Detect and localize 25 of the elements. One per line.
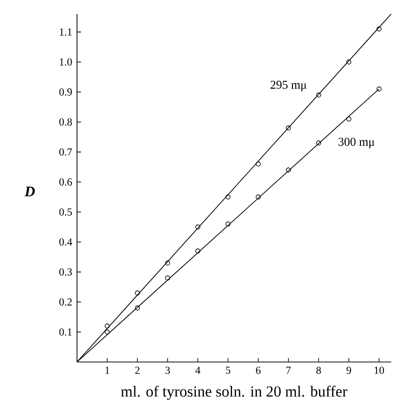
- x-tick-label: 5: [226, 366, 230, 374]
- y-tick-label: 0.1: [59, 328, 72, 336]
- y-tick-label: 0.2: [59, 298, 72, 306]
- y-tick-label: 0.5: [59, 208, 72, 216]
- x-tick-label: 3: [165, 366, 170, 374]
- x-axis-title: ml. of tyrosine soln. in 20 ml. buffer: [121, 386, 348, 400]
- y-tick-label: 1.0: [60, 58, 72, 66]
- x-tick-label: 10: [374, 366, 384, 374]
- x-tick-label: 6: [256, 366, 261, 374]
- x-tick-label: 1: [105, 366, 110, 374]
- annotation: 295 mμ: [270, 80, 306, 92]
- y-axis-title: D: [24, 186, 35, 196]
- y-tick-label: 0.4: [59, 238, 72, 246]
- y-tick-label: 0.6: [59, 178, 72, 186]
- x-tick-label: 2: [135, 366, 140, 374]
- x-tick-label: 8: [316, 366, 321, 374]
- x-tick-label: 7: [286, 366, 291, 374]
- y-tick-label: 0.9: [59, 88, 72, 96]
- y-tick-label: 1.1: [60, 28, 72, 36]
- y-tick-label: 0.7: [59, 148, 72, 156]
- y-tick-label: 0.8: [59, 118, 72, 126]
- y-tick-label: 0.3: [59, 268, 72, 276]
- annotation: 300 mμ: [338, 138, 374, 148]
- x-tick-label: 4: [195, 366, 200, 374]
- x-tick-label: 9: [346, 366, 352, 374]
